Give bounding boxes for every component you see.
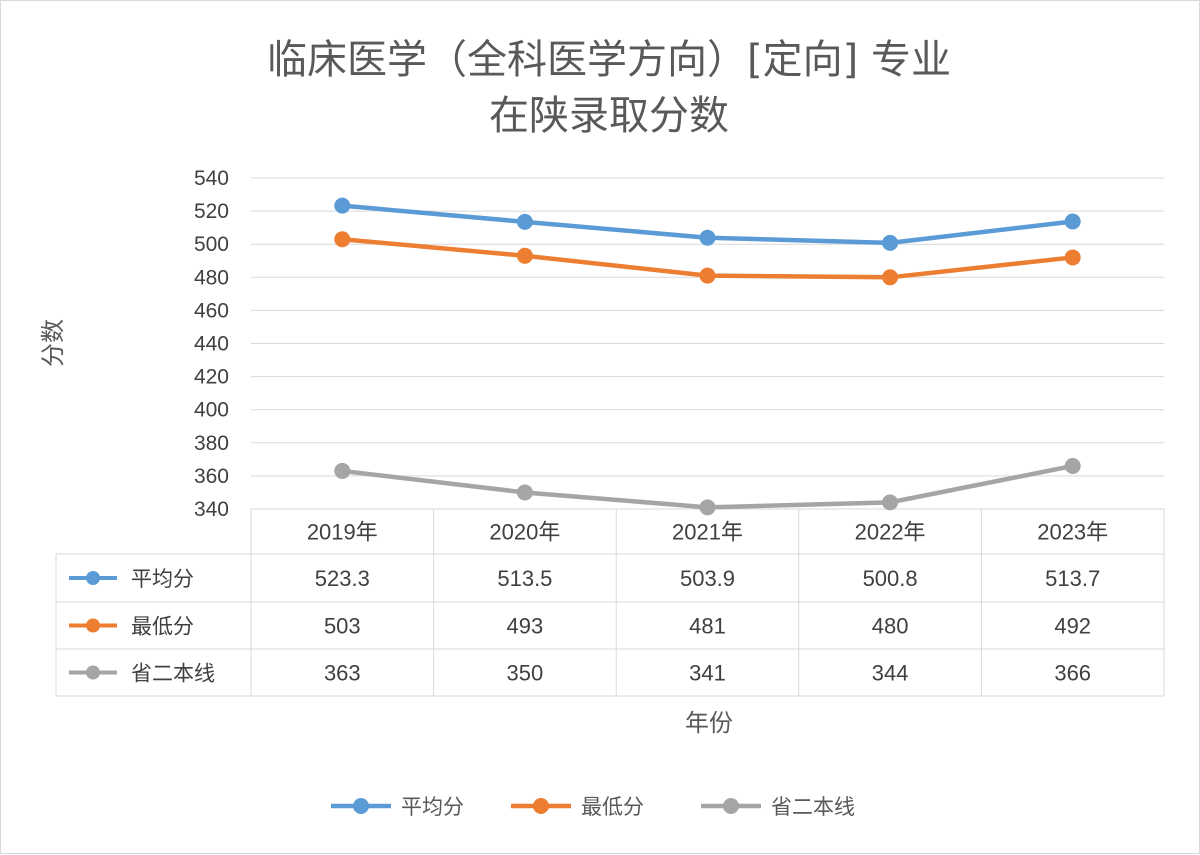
y-tick-label: 460 xyxy=(194,299,229,322)
legend-label: 最低分 xyxy=(581,795,644,819)
data-point xyxy=(516,247,533,264)
x-tick-label: 2020年 xyxy=(489,520,560,545)
legend-marker xyxy=(353,798,369,814)
chart-title-line-1: 临床医学（全科医学方向）[定向] 专业 xyxy=(267,37,951,83)
data-point xyxy=(334,197,351,214)
data-label: 500.8 xyxy=(863,566,918,591)
y-tick-label: 500 xyxy=(194,233,229,256)
data-point xyxy=(334,231,351,248)
legend-marker xyxy=(723,798,739,814)
x-tick-label: 2019年 xyxy=(307,520,378,545)
y-tick-label: 340 xyxy=(194,498,229,521)
y-tick-label: 400 xyxy=(194,399,229,422)
data-label: 503.9 xyxy=(680,566,735,591)
data-label: 363 xyxy=(324,661,361,686)
table-legend-marker xyxy=(86,571,100,585)
data-point xyxy=(882,494,899,511)
data-point xyxy=(1064,213,1081,230)
data-point xyxy=(882,269,899,286)
legend: 平均分 最低分 省二本线 xyxy=(331,795,855,819)
data-point xyxy=(699,499,716,516)
data-label: 481 xyxy=(689,614,726,639)
y-axis-label: 分数 xyxy=(39,319,67,367)
y-tick-label: 440 xyxy=(194,333,229,356)
y-tick-label: 520 xyxy=(194,200,229,223)
series-layer xyxy=(334,197,1081,516)
data-point xyxy=(516,484,533,501)
data-label: 350 xyxy=(507,661,544,686)
data-label: 513.7 xyxy=(1045,566,1100,591)
data-point xyxy=(516,213,533,230)
y-tick-label: 540 xyxy=(194,167,229,190)
legend-label: 平均分 xyxy=(401,795,464,819)
table-legend-marker xyxy=(86,618,100,633)
data-point xyxy=(699,229,716,246)
data-label: 366 xyxy=(1054,661,1091,686)
data-label: 503 xyxy=(324,614,361,639)
x-axis-label: 年份 xyxy=(685,709,733,737)
y-axis-ticks: 340 360 380 400 420 440 460 480 500 520 540 xyxy=(194,167,229,521)
x-tick-label: 2022年 xyxy=(855,520,926,545)
data-label: 493 xyxy=(507,614,544,639)
data-label: 523.3 xyxy=(315,566,370,591)
data-point xyxy=(334,462,351,479)
y-tick-label: 420 xyxy=(194,366,229,389)
data-point xyxy=(699,267,716,284)
table-row-label: 省二本线 xyxy=(131,662,215,686)
table-row-label: 最低分 xyxy=(131,615,194,639)
legend-marker xyxy=(533,798,549,814)
x-tick-label: 2023年 xyxy=(1037,520,1108,545)
data-label: 480 xyxy=(872,614,909,639)
x-tick-label: 2021年 xyxy=(672,520,743,545)
data-point xyxy=(1064,249,1081,266)
data-label: 513.5 xyxy=(497,566,552,591)
legend-label: 省二本线 xyxy=(771,795,855,819)
data-label: 344 xyxy=(872,661,909,686)
y-tick-label: 360 xyxy=(194,465,229,488)
table-legend-marker xyxy=(86,665,100,680)
y-tick-label: 480 xyxy=(194,266,229,289)
data-point xyxy=(882,234,899,251)
data-point xyxy=(1064,457,1081,474)
chart-title-line-2: 在陕录取分数 xyxy=(489,93,729,139)
table-row-label: 平均分 xyxy=(131,567,194,591)
data-label: 492 xyxy=(1054,614,1091,639)
data-label: 341 xyxy=(689,661,726,686)
y-tick-label: 380 xyxy=(194,432,229,455)
